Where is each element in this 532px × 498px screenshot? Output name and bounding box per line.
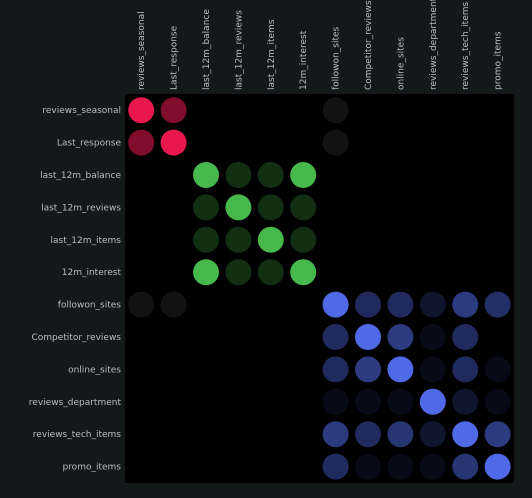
heatmap-cell-reviews_department-reviews_department xyxy=(419,388,446,415)
y-tick-label: Competitor_reviews xyxy=(31,333,121,343)
heatmap-cell-reviews_seasonal-Last_response xyxy=(160,97,187,124)
heatmap-cell-Competitor_reviews-reviews_department xyxy=(419,324,446,350)
heatmap-cell-reviews_department-reviews_tech_items xyxy=(452,388,479,415)
heatmap-cell-reviews_tech_items-reviews_tech_items xyxy=(452,421,479,448)
heatmap-cell-online_sites-online_sites xyxy=(387,356,414,383)
heatmap-cell-reviews_department-online_sites xyxy=(387,388,414,415)
heatmap-cell-last_12m_reviews-last_12m_reviews xyxy=(225,194,252,221)
heatmap-cell-followon_sites-followon_sites xyxy=(322,291,349,318)
x-tick-label: reviews_department xyxy=(429,0,439,90)
heatmap-cell-last_12m_balance-last_12m_reviews xyxy=(225,162,252,188)
heatmap-cell-promo_items-reviews_department xyxy=(419,453,446,480)
heatmap-cell-online_sites-reviews_department xyxy=(419,356,446,383)
y-tick-label: online_sites xyxy=(68,365,121,375)
heatmap-cell-reviews_department-Competitor_reviews xyxy=(355,388,381,415)
heatmap-cell-online_sites-promo_items xyxy=(484,356,511,383)
heatmap-cell-last_12m_items-last_12m_items xyxy=(257,226,284,253)
heatmap-cell-reviews_department-followon_sites xyxy=(322,388,349,415)
heatmap-cell-Competitor_reviews-online_sites xyxy=(387,324,414,350)
heatmap-cell-reviews_tech_items-Competitor_reviews xyxy=(355,421,381,448)
heatmap-cell-last_12m_items-last_12m_reviews xyxy=(225,226,252,253)
heatmap-cell-followon_sites-reviews_tech_items xyxy=(452,291,479,318)
y-tick-label: Last_response xyxy=(57,139,122,149)
x-tick-label: Competitor_reviews xyxy=(364,0,374,90)
heatmap-cell-12m_interest-last_12m_balance xyxy=(193,259,219,286)
x-tick-label: promo_items xyxy=(494,31,504,90)
heatmap-cells xyxy=(128,97,511,480)
heatmap-cell-12m_interest-last_12m_items xyxy=(257,259,284,286)
heatmap-cell-last_12m_balance-12m_interest xyxy=(290,162,317,188)
heatmap-cell-reviews_seasonal-followon_sites xyxy=(322,97,349,124)
heatmap-cell-promo_items-promo_items xyxy=(484,453,511,480)
heatmap-cell-reviews_tech_items-followon_sites xyxy=(322,421,349,448)
heatmap-cell-reviews_tech_items-online_sites xyxy=(387,421,414,448)
x-tick-label: followon_sites xyxy=(332,26,342,90)
y-tick-label: promo_items xyxy=(62,463,121,473)
x-tick-label: last_12m_items xyxy=(267,19,277,90)
heatmap-cell-online_sites-followon_sites xyxy=(322,356,349,383)
heatmap-cell-followon_sites-reviews_seasonal xyxy=(128,291,155,318)
y-tick-label: reviews_department xyxy=(29,398,122,408)
heatmap-cell-Competitor_reviews-Competitor_reviews xyxy=(355,324,381,350)
y-tick-label: reviews_tech_items xyxy=(33,430,122,440)
heatmap-cell-reviews_tech_items-reviews_department xyxy=(419,421,446,448)
y-tick-labels: reviews_seasonal Last_response last_12m_ba… xyxy=(29,106,122,472)
x-tick-label: reviews_seasonal xyxy=(137,11,147,90)
heatmap-cell-online_sites-reviews_tech_items xyxy=(452,356,479,383)
heatmap-cell-Last_response-followon_sites xyxy=(322,129,349,156)
x-tick-label: 12m_interest xyxy=(299,30,309,90)
heatmap-cell-last_12m_items-last_12m_balance xyxy=(193,226,219,253)
heatmap-cell-reviews_tech_items-promo_items xyxy=(484,421,511,448)
heatmap-cell-12m_interest-last_12m_reviews xyxy=(225,259,252,286)
heatmap-cell-Competitor_reviews-reviews_tech_items xyxy=(452,324,479,350)
heatmap-cell-followon_sites-Last_response xyxy=(160,291,187,318)
y-tick-label: followon_sites xyxy=(58,301,122,311)
heatmap-cell-last_12m_reviews-last_12m_items xyxy=(257,194,284,221)
heatmap-cell-promo_items-followon_sites xyxy=(322,453,349,480)
heatmap-cell-followon_sites-promo_items xyxy=(484,291,511,318)
heatmap-cell-Last_response-reviews_seasonal xyxy=(128,129,155,156)
x-tick-label: online_sites xyxy=(396,37,406,90)
heatmap-cell-promo_items-Competitor_reviews xyxy=(355,453,381,480)
y-tick-label: 12m_interest xyxy=(62,268,122,278)
y-tick-label: reviews_seasonal xyxy=(42,106,121,116)
y-tick-label: last_12m_balance xyxy=(40,171,121,181)
x-tick-labels: reviews_seasonal Last_response last_12m_ba… xyxy=(137,0,503,90)
heatmap-cell-last_12m_balance-last_12m_balance xyxy=(193,162,219,188)
heatmap-cell-promo_items-reviews_tech_items xyxy=(452,453,479,480)
x-tick-label: Last_response xyxy=(170,25,180,90)
heatmap-cell-Competitor_reviews-followon_sites xyxy=(322,324,349,350)
heatmap-cell-followon_sites-reviews_department xyxy=(419,291,446,318)
heatmap-cell-reviews_seasonal-reviews_seasonal xyxy=(128,97,155,124)
x-tick-label: last_12m_balance xyxy=(202,9,212,90)
heatmap-cell-last_12m_items-12m_interest xyxy=(290,226,317,253)
plot-background xyxy=(125,94,514,483)
x-tick-label: reviews_tech_items xyxy=(461,1,471,90)
heatmap-cell-online_sites-Competitor_reviews xyxy=(355,356,381,383)
heatmap-cell-Last_response-Last_response xyxy=(160,129,187,156)
x-tick-label: last_12m_reviews xyxy=(234,10,244,90)
heatmap-cell-followon_sites-Competitor_reviews xyxy=(355,291,381,318)
heatmap-cell-followon_sites-online_sites xyxy=(387,291,414,318)
heatmap-cell-promo_items-online_sites xyxy=(387,453,414,480)
y-tick-label: last_12m_items xyxy=(51,236,122,246)
heatmap-cell-reviews_department-promo_items xyxy=(484,388,511,415)
heatmap-cell-last_12m_balance-last_12m_items xyxy=(257,162,284,188)
y-tick-label: last_12m_reviews xyxy=(41,203,121,213)
heatmap-cell-last_12m_reviews-last_12m_balance xyxy=(193,194,219,221)
heatmap-cell-last_12m_reviews-12m_interest xyxy=(290,194,317,221)
heatmap-cell-12m_interest-12m_interest xyxy=(290,259,317,286)
